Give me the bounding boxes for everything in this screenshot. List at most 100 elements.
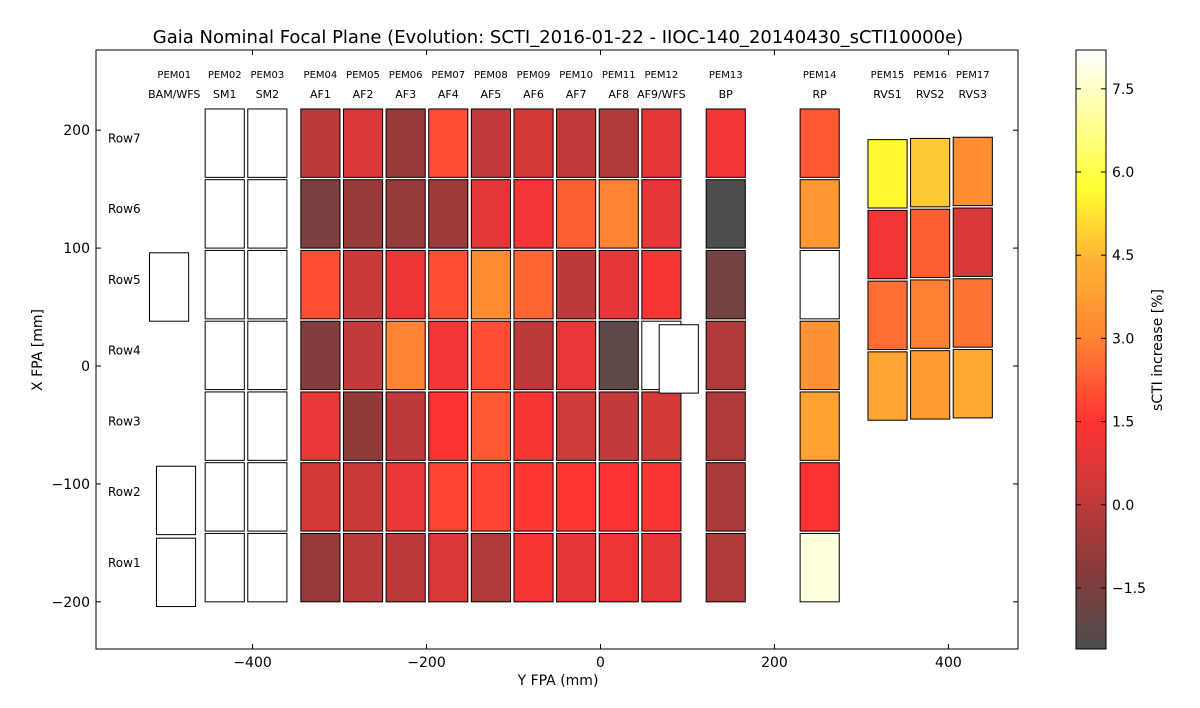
ccd-af6-row4 [513,320,554,391]
ccd-bp-row1 [705,532,746,603]
ccd-af7-row3 [556,391,597,461]
ccd-rvs3-3 [952,278,993,348]
ccd-column-label: RP [813,88,828,101]
pem-label: PEM14 [803,70,837,81]
pem-label: PEM12 [645,70,679,81]
pem-label: PEM11 [602,70,636,81]
pem-label: PEM17 [956,70,990,81]
ccd-af5-row7 [470,108,511,178]
ccd-af6-row7 [513,108,554,178]
ccd-column-label: BAM/WFS [148,88,200,101]
ccd-af6-row1 [513,532,554,603]
ccd-sm1-row1 [204,532,245,603]
chart-title: Gaia Nominal Focal Plane (Evolution: SCT… [153,27,963,48]
pem-label: PEM10 [559,70,593,81]
ccd-rp-row2 [799,462,840,532]
ccd-bam-row5 [148,252,190,322]
ccd-af7-row2 [556,462,597,532]
ccd-bp-row3 [705,391,746,461]
ccd-af4-row6 [428,179,469,249]
ccd-af7-row4 [556,320,597,391]
pem-label: PEM04 [304,70,338,81]
ccd-af5-row4 [470,320,511,391]
ccd-af7-row7 [556,108,597,178]
ccd-af1-row4 [300,320,341,391]
row-label: Row7 [108,131,141,145]
ccd-af8-row3 [598,391,639,461]
pem-label: PEM05 [346,70,380,81]
pem-label: PEM03 [251,70,285,81]
ccd-column-label: RVS2 [916,88,945,101]
x-axis-label: Y FPA (mm) [517,673,599,689]
ccd-column-label: RVS3 [958,88,987,101]
colorbar-gradient [1075,49,1107,650]
ccd-sm1-row4 [204,320,245,391]
ccd-af1-row3 [300,391,341,461]
ccd-af8-row7 [598,108,639,178]
ccd-af9-wfs-row6 [641,179,682,249]
ccd-rvs1-2 [867,209,908,280]
ccd-wfs-row2 [155,465,197,536]
colorbar-tick-label: −1.5 [1112,581,1146,597]
ccd-af9-wfs-row3 [641,391,682,461]
ccd-sm2-row5 [247,249,288,320]
pem-label: PEM13 [709,70,743,81]
ccd-af3-row4 [385,320,426,391]
colorbar-tick-label: 0.0 [1112,498,1134,514]
ccd-column-label: AF5 [480,88,501,101]
ccd-af1-row2 [300,462,341,532]
row-label: Row3 [108,414,141,428]
ccd-af5-row6 [470,179,511,249]
x-tick-label: 0 [596,655,605,671]
pem-label: PEM08 [474,70,508,81]
ccd-af2-row5 [342,249,384,320]
x-tick-label: −400 [233,655,271,671]
ccd-rvs2-1 [910,137,951,208]
ccd-af8-row4 [598,320,639,391]
ccd-af9-wfs-row2 [641,462,682,532]
y-tick-label: 0 [81,359,90,375]
ccd-bp-row2 [705,462,746,532]
y-axis-label: X FPA [mm] [30,309,46,391]
ccd-rp-row5 [799,249,840,320]
axis-ticks: −400 −200 0 200 400 −200 −100 0 100 200 [52,50,1018,671]
row-label: Row5 [108,273,141,287]
ccd-column-label: AF4 [438,88,459,101]
plot-area: PEM01 BAM/WFS PEM02 SM1 PEM03 SM2 PEM04 AF1 PEM0… [108,70,993,608]
colorbar-tick-label: 3.0 [1112,331,1134,347]
ccd-sm2-row3 [247,391,288,461]
ccd-bp-row7 [705,108,746,178]
ccd-af1-row7 [300,108,341,178]
y-tick-label: −100 [52,477,90,493]
y-tick-label: 200 [63,123,90,139]
ccd-sm2-row2 [247,462,288,532]
colorbar-label: sCTI increase [%] [1150,289,1166,411]
ccd-af4-row2 [428,462,469,532]
ccd-af4-row7 [428,108,469,178]
plot-frame [95,49,1019,650]
ccd-af9-wfs-row5 [641,249,682,320]
colorbar-tick-label: 7.5 [1112,82,1134,98]
x-tick-label: 400 [935,655,962,671]
ccd-column-label: AF6 [523,88,544,101]
ccd-af8-row6 [598,179,639,249]
ccd-rvs1-4 [867,351,908,421]
ccd-af3-row3 [385,391,426,461]
ccd-column-label: AF9/WFS [637,88,686,101]
ccd-af6-row6 [513,179,554,249]
ccd-af1-row6 [300,179,341,249]
pem-label: PEM16 [913,70,947,81]
colorbar: −1.5 0.0 1.5 3.0 4.5 6.0 7.5 sCTI increase [%] [1075,49,1166,650]
ccd-rvs2-3 [910,279,951,349]
ccd-sm2-row7 [247,108,288,178]
pem-label: PEM09 [517,70,551,81]
ccd-af8-row1 [598,532,639,603]
ccd-af9-wfs-row1 [641,532,682,603]
ccd-af7-row6 [556,179,597,249]
row-label: Row6 [108,202,141,216]
colorbar-tick-label: 4.5 [1112,248,1134,264]
ccd-rp-row7 [799,108,840,178]
colorbar-ticks: −1.5 0.0 1.5 3.0 4.5 6.0 7.5 [1076,82,1146,597]
ccd-column-label: AF8 [608,88,629,101]
